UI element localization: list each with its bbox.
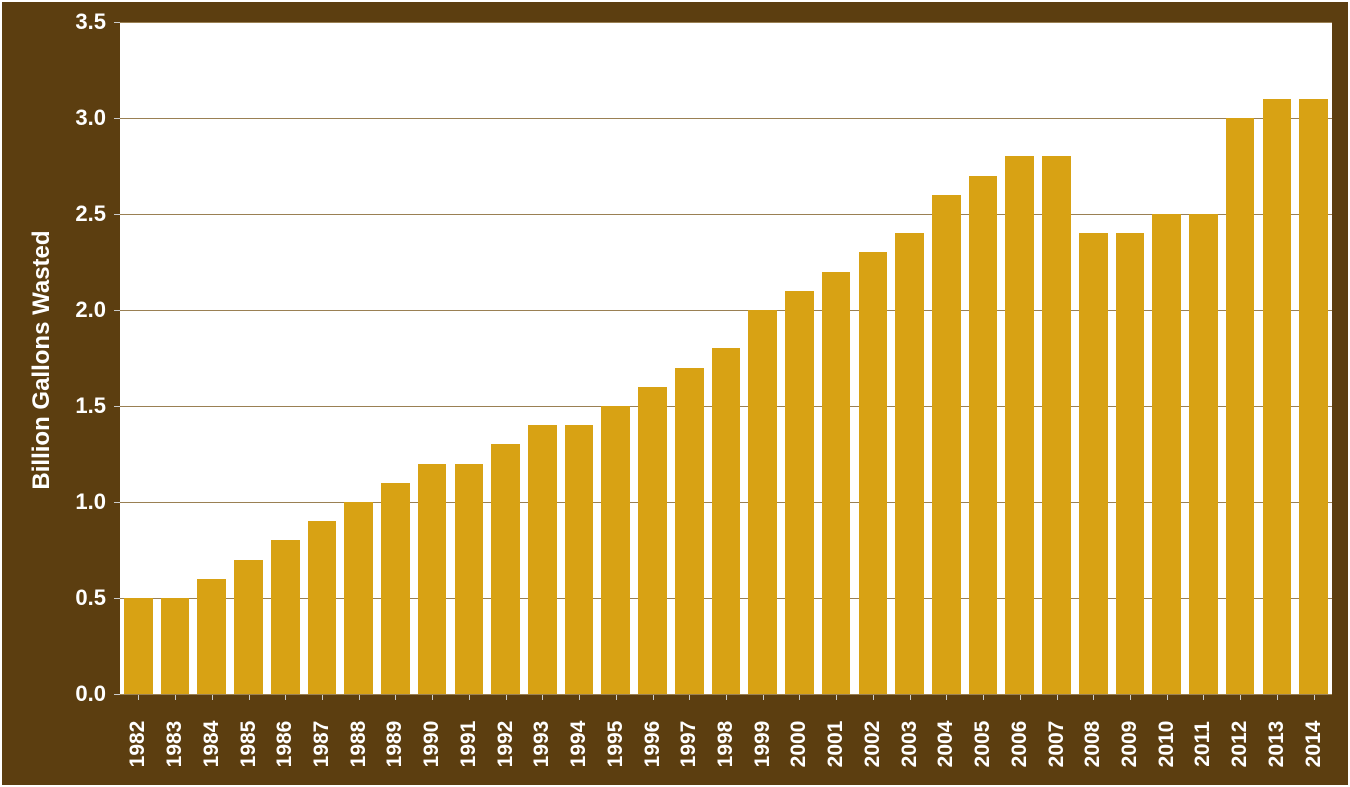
y-tick-mark (114, 598, 120, 599)
bar (344, 502, 373, 694)
bar (197, 579, 226, 694)
gridline (120, 310, 1332, 311)
bar (822, 272, 851, 694)
bar (1226, 118, 1255, 694)
bar (969, 176, 998, 694)
bar (124, 598, 153, 694)
bar (271, 540, 300, 694)
x-tick-label: 1999 (751, 709, 775, 779)
y-tick-label: 3.5 (75, 9, 106, 35)
bar (785, 291, 814, 694)
y-tick-mark (114, 22, 120, 23)
x-tick-label: 2004 (934, 709, 958, 779)
x-tick-label: 1995 (604, 709, 628, 779)
bar (638, 387, 667, 694)
x-tick-label: 1988 (347, 709, 371, 779)
bar (565, 425, 594, 694)
bar (712, 348, 741, 694)
bar (1079, 233, 1108, 694)
x-tick-label: 1994 (567, 709, 591, 779)
bar (1116, 233, 1145, 694)
bar (1299, 99, 1328, 694)
x-tick-label: 2005 (971, 709, 995, 779)
y-tick-mark (114, 502, 120, 503)
bar (308, 521, 337, 694)
bar (528, 425, 557, 694)
x-tick-label: 1997 (677, 709, 701, 779)
x-tick-label: 1996 (641, 709, 665, 779)
gridline (120, 118, 1332, 119)
x-tick-label: 2010 (1155, 709, 1179, 779)
y-tick-label: 0.5 (75, 585, 106, 611)
x-tick-label: 1985 (237, 709, 261, 779)
bar (455, 464, 484, 694)
bar (1152, 214, 1181, 694)
bar (601, 406, 630, 694)
x-tick-label: 2011 (1191, 709, 1215, 779)
plot-area (120, 22, 1332, 694)
y-tick-mark (114, 406, 120, 407)
bar (1189, 214, 1218, 694)
bar (1263, 99, 1292, 694)
y-tick-label: 3.0 (75, 105, 106, 131)
x-tick-label: 2002 (861, 709, 885, 779)
x-tick-label: 2014 (1302, 709, 1326, 779)
x-tick-label: 2003 (898, 709, 922, 779)
gridline (120, 22, 1332, 23)
x-tick-label: 2007 (1045, 709, 1069, 779)
bar (161, 598, 190, 694)
bar (859, 252, 888, 694)
y-tick-label: 0.0 (75, 681, 106, 707)
x-tick-label: 1993 (530, 709, 554, 779)
y-tick-mark (114, 214, 120, 215)
y-tick-label: 1.5 (75, 393, 106, 419)
x-tick-label: 1987 (310, 709, 334, 779)
x-tick-label: 1998 (714, 709, 738, 779)
y-axis-title: Billion Gallons Wasted (28, 160, 56, 560)
bar (932, 195, 961, 694)
chart-frame: Billion Gallons Wasted 0.0 0.5 1.0 1.5 2.0 2.… (0, 0, 1350, 787)
x-tick-label: 1984 (200, 709, 224, 779)
x-tick-label: 1982 (126, 709, 150, 779)
bar (491, 444, 520, 694)
x-tick-label: 1990 (420, 709, 444, 779)
y-tick-mark (114, 310, 120, 311)
y-tick-label: 1.0 (75, 489, 106, 515)
x-tick-label: 2008 (1081, 709, 1105, 779)
x-tick-label: 1989 (383, 709, 407, 779)
bar (748, 310, 777, 694)
x-tick-label: 2013 (1265, 709, 1289, 779)
y-tick-label: 2.5 (75, 201, 106, 227)
x-axis-line (120, 694, 1332, 695)
bar (234, 560, 263, 694)
x-tick-label: 2000 (787, 709, 811, 779)
x-tick-label: 1992 (494, 709, 518, 779)
y-tick-mark (114, 118, 120, 119)
x-tick-label: 2006 (1008, 709, 1032, 779)
y-tick-label: 2.0 (75, 297, 106, 323)
x-tick-label: 1991 (457, 709, 481, 779)
x-tick-label: 2012 (1228, 709, 1252, 779)
x-tick-label: 2001 (824, 709, 848, 779)
bar (381, 483, 410, 694)
x-tick-label: 2009 (1118, 709, 1142, 779)
bar (1005, 156, 1034, 694)
bar (675, 368, 704, 694)
x-tick-label: 1983 (163, 709, 187, 779)
x-tick-label: 1986 (273, 709, 297, 779)
bar (1042, 156, 1071, 694)
bar (418, 464, 447, 694)
gridline (120, 214, 1332, 215)
bar (895, 233, 924, 694)
